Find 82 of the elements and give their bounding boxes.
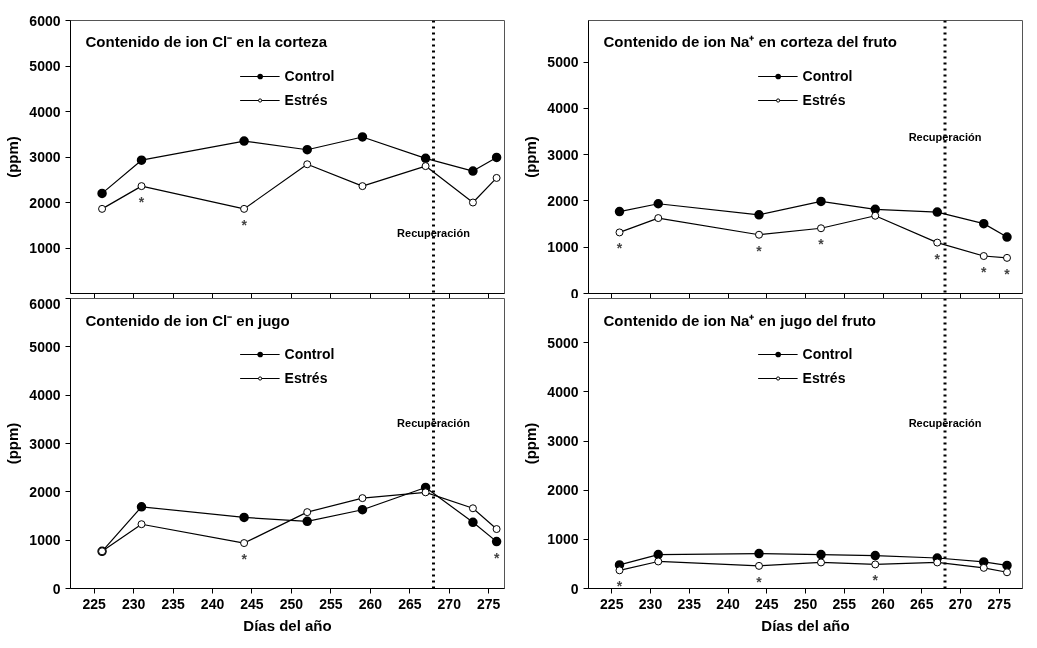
legend-label: Estrés <box>802 370 846 386</box>
legend-label: Control <box>802 68 853 84</box>
annotation: * <box>756 573 763 590</box>
y-axis-title: (ppm) <box>522 422 540 465</box>
y-tick-label: 2000 <box>29 194 61 211</box>
y-tick-label: 6000 <box>29 295 61 312</box>
text: Contenido de ion Cl⁻ en la corteza <box>85 32 328 50</box>
x-tick-label: 250 <box>793 595 818 612</box>
x-tick-label: 245 <box>240 595 264 612</box>
legend-label: Control <box>284 68 335 84</box>
x-tick-label: 240 <box>200 595 225 612</box>
annotation: * <box>616 240 623 257</box>
x-tick-label: 260 <box>358 595 383 612</box>
y-tick-label: 1000 <box>29 240 61 256</box>
ref-line-label: Recuperación <box>908 131 982 144</box>
annotation: * <box>1004 265 1011 282</box>
x-tick-label: 225 <box>82 595 107 612</box>
y-tick-label: 4000 <box>29 103 61 120</box>
legend-label: Estrés <box>284 92 328 108</box>
y-tick-label: 5000 <box>29 58 61 74</box>
y-axis-title: (ppm) <box>4 136 22 178</box>
x-tick-label: 270 <box>948 595 973 612</box>
x-tick-label: 265 <box>398 595 422 612</box>
ref-line-label: Recuperación <box>397 226 471 239</box>
x-tick-label: 270 <box>437 595 462 612</box>
legend-label: Control <box>284 346 335 362</box>
annotation: * <box>241 551 248 568</box>
legend-label: Estrés <box>284 370 328 386</box>
annotation: * <box>981 264 988 281</box>
y-tick-label: 1000 <box>547 531 579 548</box>
x-tick-label: 225 <box>600 595 624 612</box>
y-tick-label: 5000 <box>29 338 61 355</box>
y-tick-label: 2000 <box>547 482 579 499</box>
x-tick-label: 275 <box>987 595 1012 612</box>
legend-label: Estrés <box>802 92 846 108</box>
y-axis-title: (ppm) <box>522 136 540 178</box>
x-tick-label: 255 <box>832 595 857 612</box>
y-tick-label: 0 <box>570 580 579 597</box>
x-tick-label: 235 <box>161 595 185 612</box>
annotation: * <box>818 236 825 253</box>
y-tick-label: 1000 <box>547 239 579 256</box>
annotation: * <box>756 242 763 259</box>
x-tick-label: 230 <box>638 595 663 612</box>
ref-line-label: Recuperación <box>908 417 982 429</box>
x-tick-label: 255 <box>319 595 343 612</box>
y-tick-label: 3000 <box>29 435 61 452</box>
legend-label: Control <box>802 346 853 362</box>
y-tick-label: 4000 <box>547 383 579 400</box>
y-tick-label: 0 <box>52 580 61 597</box>
x-tick-label: 250 <box>279 595 304 612</box>
x-tick-label: 240 <box>716 595 740 612</box>
y-tick-label: 2000 <box>29 483 61 500</box>
ref-line-label: Recuperación <box>397 417 471 429</box>
x-axis-title: Días del año <box>243 616 332 634</box>
text: Contenido de ion Cl⁻ en jugo <box>85 311 290 329</box>
y-tick-label: 3000 <box>29 149 61 165</box>
x-tick-label: 265 <box>910 595 934 612</box>
y-axis-title: (ppm) <box>4 422 22 465</box>
y-tick-label: 0 <box>570 285 579 302</box>
annotation: * <box>493 549 500 566</box>
y-tick-label: 3000 <box>547 433 579 450</box>
x-tick-label: 245 <box>755 595 779 612</box>
y-tick-label: 3000 <box>547 146 579 163</box>
y-tick-label: 2000 <box>547 192 579 209</box>
y-tick-label: 1000 <box>29 532 61 549</box>
y-tick-label: 5000 <box>547 54 579 71</box>
x-tick-label: 260 <box>871 595 895 612</box>
annotation: * <box>872 572 879 589</box>
y-tick-label: 4000 <box>29 387 61 404</box>
annotation: * <box>934 250 941 267</box>
y-tick-label: 4000 <box>547 100 579 117</box>
text: Contenido de ion Na⁺ en corteza del fruto <box>603 32 897 50</box>
annotation: * <box>616 578 623 595</box>
text: Contenido de ion Na⁺ en jugo del fruto <box>603 311 876 329</box>
x-tick-label: 235 <box>677 595 702 612</box>
x-tick-label: 275 <box>477 595 501 612</box>
annotation: * <box>241 216 248 233</box>
annotation: * <box>138 194 145 211</box>
x-axis-title: Días del año <box>761 616 850 634</box>
y-tick-label: 6000 <box>29 12 61 29</box>
y-tick-label: 5000 <box>547 334 579 351</box>
x-tick-label: 230 <box>121 595 146 612</box>
